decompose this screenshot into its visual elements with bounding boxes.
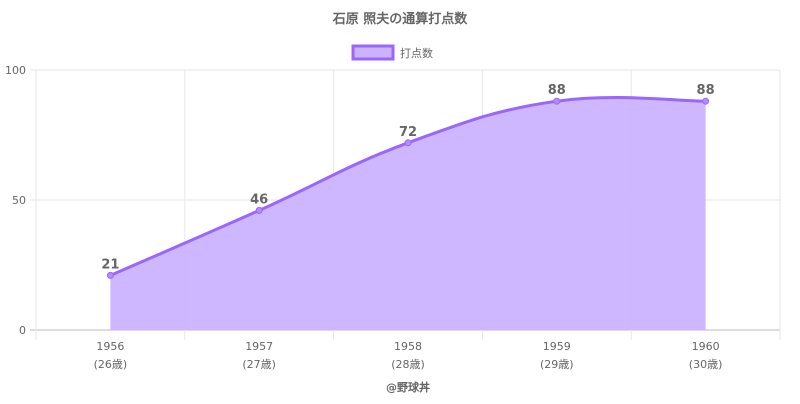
data-label: 46 <box>250 192 268 207</box>
legend-swatch <box>351 44 395 61</box>
x-tick-sublabel: (30歳) <box>689 358 723 371</box>
data-point <box>404 139 412 147</box>
chart-title: 石原 照夫の通算打点数 <box>332 11 469 27</box>
y-tick-label: 100 <box>5 64 26 77</box>
data-point <box>255 206 263 214</box>
data-point <box>702 97 710 105</box>
data-label: 72 <box>399 125 417 140</box>
x-tick-label: 1957 <box>245 340 273 353</box>
x-tick-sublabel: (26歳) <box>94 358 128 371</box>
y-tick-label: 0 <box>19 324 26 337</box>
x-tick-label: 1958 <box>394 340 422 353</box>
x-tick-label: 1959 <box>543 340 571 353</box>
x-tick-sublabel: (28歳) <box>391 358 425 371</box>
credit: @野球丼 <box>386 380 430 394</box>
legend[interactable]: 打点数 <box>351 44 433 61</box>
data-label: 88 <box>697 83 715 98</box>
legend-label: 打点数 <box>400 46 433 60</box>
x-tick-label: 1956 <box>96 340 124 353</box>
data-point <box>106 271 114 279</box>
data-label: 88 <box>548 83 566 98</box>
x-tick-label: 1960 <box>692 340 720 353</box>
x-tick-sublabel: (29歳) <box>540 358 574 371</box>
data-point <box>553 97 561 105</box>
series-area <box>110 97 706 330</box>
y-tick-label: 50 <box>12 194 26 207</box>
data-label: 21 <box>101 257 119 272</box>
x-tick-sublabel: (27歳) <box>242 358 276 371</box>
